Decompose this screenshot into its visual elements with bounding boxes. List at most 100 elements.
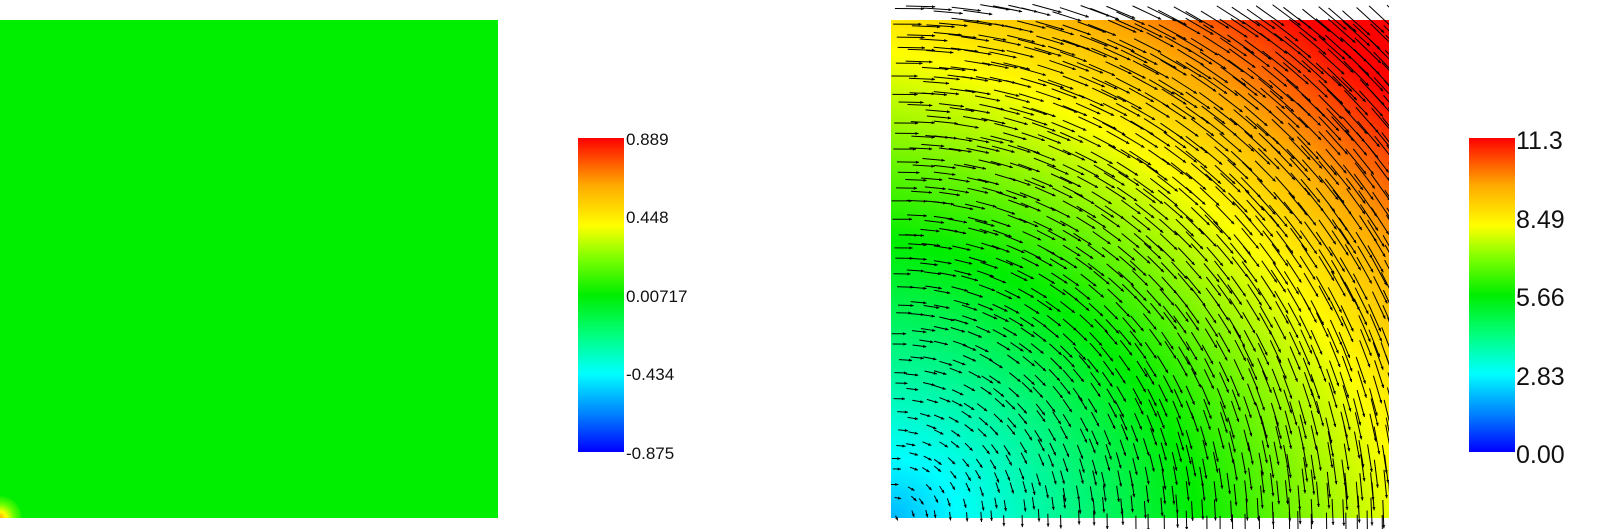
vector-arrow bbox=[1310, 300, 1325, 326]
vector-arrow bbox=[1108, 402, 1118, 418]
vector-arrow bbox=[1310, 469, 1316, 495]
vector-arrow bbox=[1353, 431, 1361, 459]
vector-arrow bbox=[1115, 77, 1142, 92]
vector-arrow bbox=[905, 5, 936, 9]
vector-arrow bbox=[1108, 277, 1125, 293]
vector-arrow bbox=[1343, 204, 1363, 231]
vector-arrow bbox=[1387, 177, 1389, 180]
vector-arrow bbox=[1059, 51, 1088, 63]
vector-arrow bbox=[1369, 38, 1389, 60]
vector-arrow bbox=[1051, 496, 1055, 511]
vector-arrow bbox=[1091, 191, 1112, 205]
vector-arrow bbox=[996, 191, 1018, 200]
vector-arrow bbox=[1214, 260, 1231, 281]
vector-arrow bbox=[1244, 131, 1267, 152]
vector-arrow bbox=[1031, 107, 1056, 118]
vector-arrow bbox=[1358, 315, 1371, 343]
vector-arrow bbox=[989, 375, 1001, 384]
vector-arrow bbox=[1185, 47, 1213, 65]
vector-arrow bbox=[1052, 102, 1078, 113]
vector-arrow bbox=[1219, 372, 1230, 394]
vector-arrow bbox=[1232, 201, 1252, 222]
vector-arrow bbox=[1359, 340, 1371, 368]
vector-arrow bbox=[1297, 201, 1317, 226]
vector-arrow bbox=[1121, 508, 1125, 526]
vector-arrow bbox=[1019, 192, 1041, 202]
vector-arrow bbox=[1370, 173, 1389, 201]
vector-arrow bbox=[1059, 176, 1082, 188]
vector-arrow bbox=[1133, 38, 1162, 53]
vector-arrow bbox=[898, 428, 909, 432]
vector-arrow bbox=[1033, 220, 1053, 231]
vector-arrow bbox=[1120, 148, 1143, 164]
vector-arrow bbox=[1135, 515, 1137, 529]
vector-arrow bbox=[1162, 375, 1174, 394]
vector-arrow bbox=[1122, 317, 1137, 333]
vector-arrow bbox=[1093, 175, 1116, 189]
vector-arrow bbox=[1276, 355, 1287, 380]
vector-arrow bbox=[947, 457, 956, 465]
vector-arrow bbox=[1310, 410, 1319, 436]
vector-arrow bbox=[1104, 330, 1118, 346]
vector-arrow bbox=[1009, 372, 1021, 383]
vector-arrow bbox=[1290, 172, 1311, 196]
vector-arrow bbox=[1284, 410, 1293, 435]
vector-arrow bbox=[1048, 369, 1061, 382]
vector-arrow bbox=[1256, 388, 1265, 411]
vector-arrow bbox=[1075, 246, 1094, 260]
vector-arrow bbox=[1285, 259, 1302, 283]
vector-arrow bbox=[1244, 414, 1253, 437]
vector-arrow bbox=[1287, 357, 1298, 382]
vector-arrow bbox=[920, 262, 938, 267]
vector-arrow bbox=[1087, 23, 1117, 36]
vector-arrow bbox=[1106, 263, 1124, 278]
vector-arrow bbox=[1353, 173, 1374, 201]
vector-arrow bbox=[1328, 246, 1346, 272]
vector-arrow bbox=[1338, 331, 1351, 359]
vector-arrow bbox=[1368, 304, 1382, 332]
vector-arrow bbox=[1118, 355, 1131, 372]
right-colorbar-tick-1: 8.49 bbox=[1516, 206, 1565, 234]
vector-arrow bbox=[1242, 312, 1256, 334]
vector-arrow bbox=[1115, 401, 1125, 418]
vector-arrow bbox=[933, 370, 947, 375]
vector-arrow bbox=[1296, 136, 1320, 160]
right-colorbar-tick-4: 0.00 bbox=[1516, 441, 1565, 469]
vector-arrow bbox=[977, 303, 994, 311]
vector-arrow bbox=[1076, 205, 1097, 219]
vector-arrow bbox=[905, 60, 933, 64]
vector-arrow bbox=[1062, 443, 1070, 458]
vector-arrow bbox=[1326, 368, 1336, 395]
vector-arrow bbox=[1175, 60, 1203, 78]
vector-arrow bbox=[989, 426, 999, 436]
vector-arrow bbox=[1248, 143, 1271, 165]
vector-arrow bbox=[1162, 305, 1177, 324]
vector-arrow bbox=[1038, 453, 1045, 467]
vector-arrow bbox=[1177, 332, 1190, 351]
vector-arrow bbox=[1244, 189, 1265, 211]
vector-arrow bbox=[925, 285, 942, 290]
vector-arrow bbox=[1370, 123, 1389, 147]
vector-arrow bbox=[1074, 298, 1090, 312]
vector-arrow bbox=[895, 132, 919, 136]
vector-arrow bbox=[1018, 468, 1025, 480]
vector-arrow bbox=[907, 34, 936, 38]
vector-arrow bbox=[1331, 230, 1349, 256]
vector-arrow bbox=[1006, 424, 1016, 436]
vector-arrow bbox=[1073, 368, 1085, 383]
vector-arrow bbox=[1301, 244, 1318, 269]
vector-arrow bbox=[1269, 454, 1275, 478]
vector-arrow bbox=[1213, 481, 1218, 502]
vector-arrow bbox=[1132, 388, 1143, 405]
vector-arrow bbox=[1342, 385, 1352, 412]
vector-arrow bbox=[995, 257, 1014, 266]
vector-arrow bbox=[1261, 370, 1272, 394]
vector-arrow bbox=[1343, 443, 1350, 471]
vector-arrow bbox=[1102, 227, 1122, 242]
vector-arrow bbox=[1212, 77, 1239, 97]
vector-arrow bbox=[1200, 165, 1222, 185]
vector-arrow bbox=[922, 382, 936, 387]
vector-arrow bbox=[975, 458, 983, 469]
vector-arrow bbox=[1283, 201, 1303, 225]
vector-arrow bbox=[990, 135, 1014, 143]
